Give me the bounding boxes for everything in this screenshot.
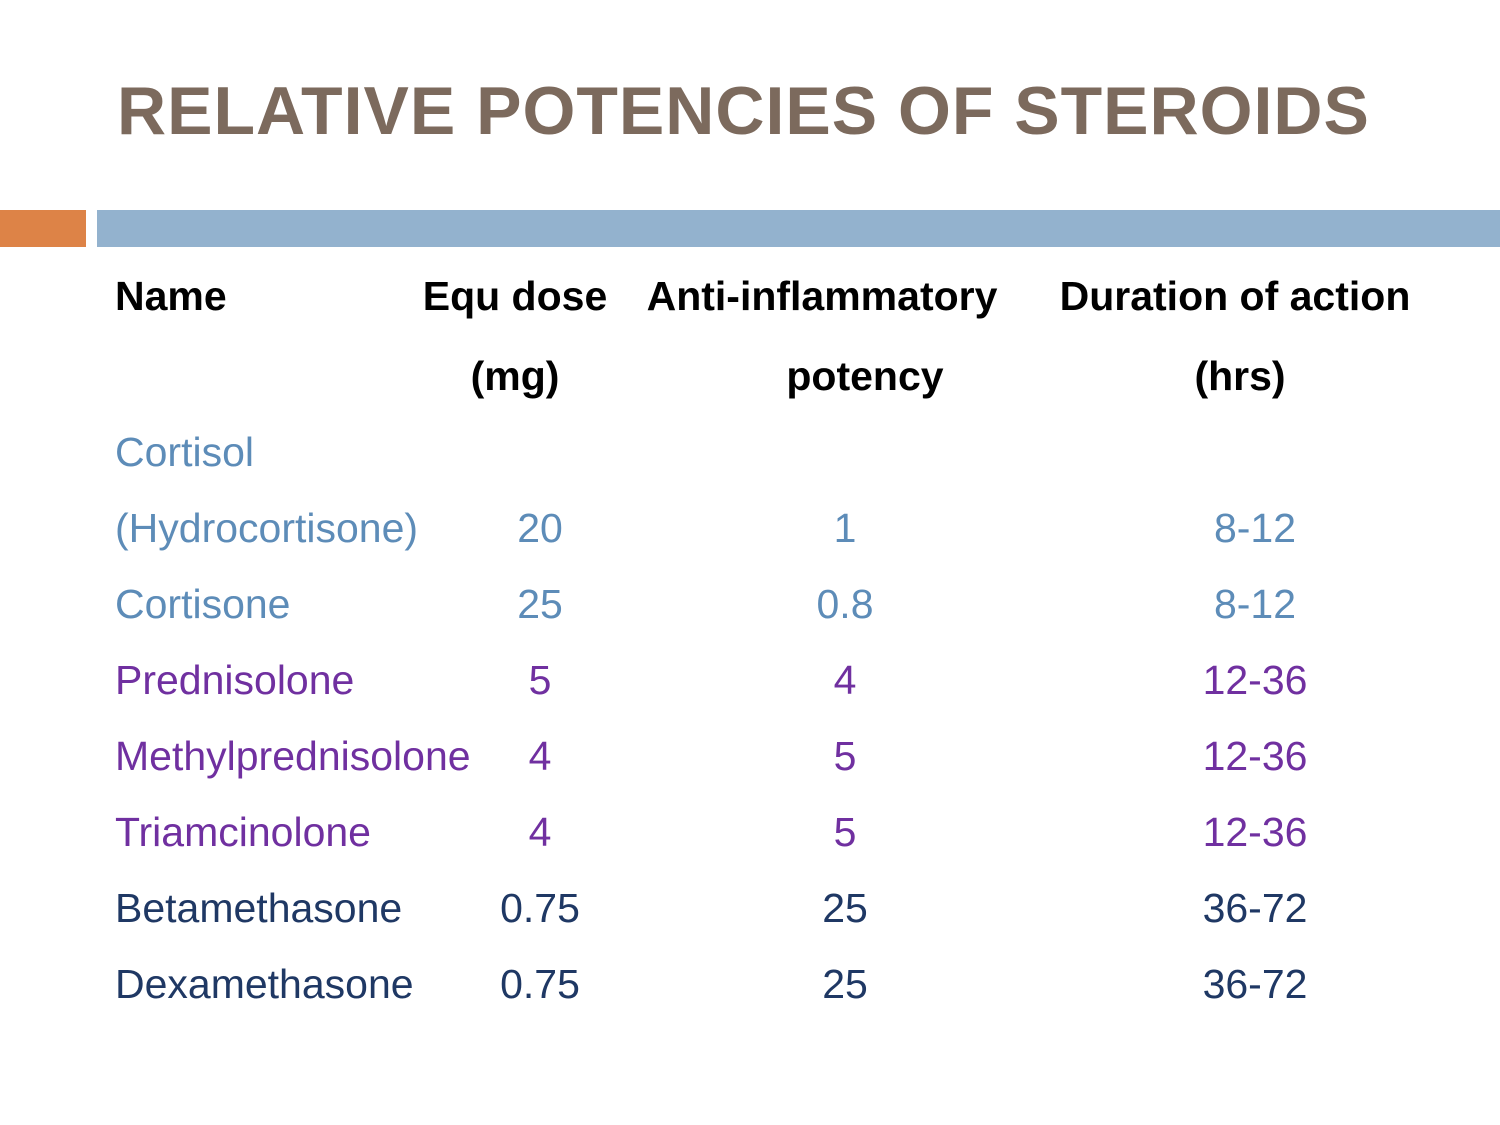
cell-potency: 25	[822, 961, 868, 1007]
cell-name: Methylprednisolone	[115, 733, 471, 779]
blue-accent-bar	[97, 210, 1500, 247]
page-title: RELATIVE POTENCIES OF STEROIDS	[117, 73, 1370, 149]
cell-potency: 5	[833, 733, 857, 779]
table-row: Triamcinolone 4 5 12-36	[0, 794, 1500, 870]
cell-duration: 12-36	[1202, 657, 1308, 703]
column-header-duration: Duration of action	[1059, 273, 1411, 319]
table-row: Methylprednisolone 4 5 12-36	[0, 718, 1500, 794]
cell-dose: 4	[528, 733, 552, 779]
cell-dose: 4	[528, 809, 552, 855]
cell-duration: 12-36	[1202, 733, 1308, 779]
cell-duration: 12-36	[1202, 809, 1308, 855]
table-row: Dexamethasone 0.75 25 36-72	[0, 946, 1500, 1022]
cell-potency: 4	[833, 657, 857, 703]
cell-potency: 0.8	[816, 581, 874, 627]
table-row: Prednisolone 5 4 12-36	[0, 642, 1500, 718]
column-header-potency: Anti-inflammatory	[646, 273, 998, 319]
cell-duration: 36-72	[1202, 885, 1308, 931]
cell-name: Dexamethasone	[115, 961, 414, 1007]
table-row: Cortisol	[0, 414, 1500, 490]
cell-name: Betamethasone	[115, 885, 403, 931]
cell-name: Cortisol	[115, 429, 254, 475]
cell-duration: 8-12	[1213, 505, 1297, 551]
table-header-row-2: (mg) potency (hrs)	[0, 338, 1500, 414]
table-row: Cortisone 25 0.8 8-12	[0, 566, 1500, 642]
cell-dose: 25	[517, 581, 563, 627]
cell-name: Prednisolone	[115, 657, 355, 703]
cell-dose: 0.75	[500, 961, 580, 1007]
cell-name: Triamcinolone	[115, 809, 371, 855]
table-header-row-1: Name Equ dose Anti-inflammatory Duration…	[0, 258, 1500, 334]
cell-potency: 25	[822, 885, 868, 931]
orange-accent-bar	[0, 210, 86, 247]
cell-name: Cortisone	[115, 581, 291, 627]
cell-dose: 0.75	[500, 885, 580, 931]
column-header-name: Name	[115, 273, 227, 319]
table-row: Betamethasone 0.75 25 36-72	[0, 870, 1500, 946]
table-row: (Hydrocortisone) 20 1 8-12	[0, 490, 1500, 566]
column-header-potency-word: potency	[786, 353, 944, 399]
cell-dose: 5	[528, 657, 552, 703]
cell-potency: 5	[833, 809, 857, 855]
column-header-duration-units: (hrs)	[1194, 353, 1286, 399]
cell-duration: 36-72	[1202, 961, 1308, 1007]
cell-name: (Hydrocortisone)	[115, 505, 419, 551]
cell-dose: 20	[517, 505, 563, 551]
cell-duration: 8-12	[1213, 581, 1297, 627]
cell-potency: 1	[833, 505, 857, 551]
column-header-dose-units: (mg)	[470, 353, 560, 399]
column-header-dose: Equ dose	[422, 273, 608, 319]
